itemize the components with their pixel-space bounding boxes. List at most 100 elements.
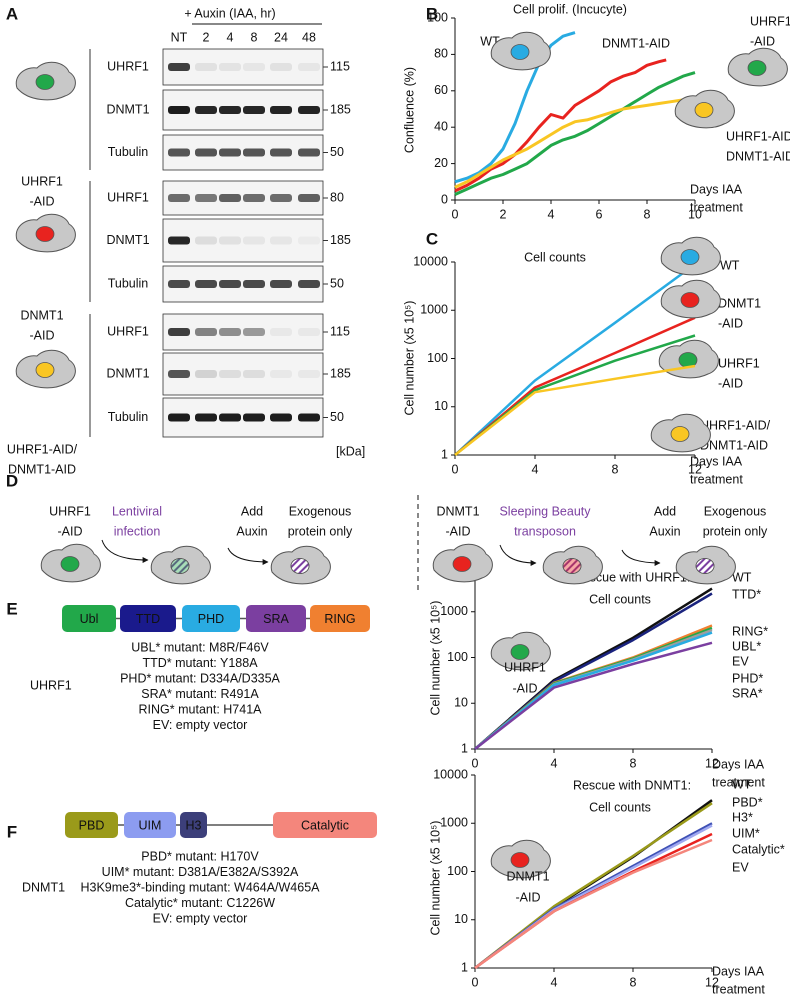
nucleus-hatch — [695, 558, 715, 574]
band — [195, 63, 217, 71]
mutant-note: TTD* mutant: Y188A — [142, 656, 258, 670]
series-label: EV — [732, 860, 749, 874]
size-label: 115 — [330, 324, 350, 338]
series-line — [454, 31, 576, 184]
nucleus-hatch — [170, 558, 190, 574]
domain — [182, 605, 240, 632]
cell-icon — [15, 213, 76, 253]
band — [298, 63, 320, 71]
band — [219, 328, 241, 336]
cell-icon — [270, 545, 331, 585]
cell-icon — [432, 543, 493, 583]
series-label: H3* — [732, 810, 753, 824]
y-tick-label: 60 — [434, 83, 448, 97]
band — [243, 280, 265, 288]
band — [168, 328, 190, 336]
band — [298, 328, 320, 336]
domain-label: UIM — [139, 818, 162, 832]
band — [168, 370, 190, 378]
cell-label: UHRF1 — [504, 660, 546, 674]
step-label: DNMT1 — [436, 504, 479, 518]
band — [270, 413, 292, 422]
band — [168, 106, 190, 114]
cell-label: -AID — [516, 890, 541, 904]
x-tick-label: 10 — [688, 207, 702, 221]
cell-icon — [675, 545, 736, 585]
x-axis-label: treatment — [690, 472, 743, 486]
step-label: Add — [241, 504, 263, 518]
cell-label: DNMT1-AID — [8, 462, 76, 476]
size-label: 50 — [330, 145, 344, 159]
y-tick-label: 1 — [441, 447, 448, 461]
nucleus — [35, 226, 55, 242]
band — [270, 236, 292, 245]
series-label: PHD* — [732, 671, 763, 685]
series-label: UBL* — [732, 639, 761, 653]
cell-icon — [542, 545, 603, 585]
lane-label: 48 — [302, 30, 316, 44]
cell-icon — [490, 839, 551, 879]
y-tick-label: 100 — [427, 351, 448, 365]
nucleus-hatch — [290, 558, 310, 574]
series-label: -AID — [718, 316, 743, 330]
series-label: DNMT1-AID — [726, 149, 790, 163]
series-label: EV — [732, 654, 749, 668]
x-tick-label: 4 — [551, 975, 558, 989]
step-label: Auxin — [236, 524, 267, 538]
x-axis-label: treatment — [712, 982, 765, 996]
y-axis-label: Cell number (x5 10⁵) — [428, 821, 442, 936]
cell-icon — [150, 545, 211, 585]
nucleus — [670, 426, 690, 442]
band — [243, 63, 265, 71]
domain — [310, 605, 370, 632]
series-label: PBD* — [732, 795, 763, 809]
y-tick-label: 1 — [461, 960, 468, 974]
mutant-note: UBL* mutant: M8R/F46V — [131, 640, 269, 654]
chart-title: Cell counts — [589, 800, 651, 814]
x-tick-label: 8 — [612, 462, 619, 476]
lane-label: 4 — [227, 30, 234, 44]
protein-name: UHRF1 — [30, 678, 72, 692]
band — [243, 236, 265, 245]
protein-label: DNMT1 — [106, 233, 149, 247]
band — [219, 106, 241, 114]
protein-name: DNMT1 — [22, 880, 65, 894]
series-label: TTD* — [732, 587, 761, 601]
mutant-note: SRA* mutant: R491A — [141, 687, 259, 701]
cell-label: -AID — [513, 681, 538, 695]
band — [219, 63, 241, 71]
series-label: DNMT1-AID — [602, 36, 670, 50]
series-line — [454, 364, 696, 456]
band — [219, 236, 241, 245]
series-line — [454, 71, 696, 196]
band — [219, 370, 241, 378]
y-tick-label: 20 — [434, 156, 448, 170]
domain — [246, 605, 306, 632]
y-tick-label: 100 — [427, 10, 448, 24]
series-line — [454, 98, 695, 189]
domain — [180, 812, 207, 838]
series-label: UHRF1-AID/ — [700, 418, 771, 432]
domain — [120, 605, 176, 632]
x-axis-label: treatment — [712, 775, 765, 789]
series-label: -AID — [750, 34, 775, 48]
x-tick-label: 12 — [688, 462, 702, 476]
lane-label: 8 — [251, 30, 258, 44]
y-tick-label: 40 — [434, 119, 448, 133]
step-label: Auxin — [649, 524, 680, 538]
band — [195, 236, 217, 245]
x-tick-label: 8 — [630, 756, 637, 770]
band — [298, 106, 320, 114]
series-label: RING* — [732, 624, 768, 638]
x-axis-label: Days IAA — [690, 454, 743, 468]
size-label: 185 — [330, 366, 351, 380]
series-label: Catalytic* — [732, 842, 785, 856]
arrow — [499, 544, 537, 566]
mutant-note: EV: empty vector — [153, 718, 248, 732]
cell-icon — [674, 89, 735, 129]
nucleus — [694, 102, 714, 118]
x-tick-label: 8 — [630, 975, 637, 989]
mutant-note: UIM* mutant: D381A/E382A/S392A — [102, 865, 299, 879]
nucleus — [452, 556, 472, 572]
domain-label: Ubl — [80, 612, 99, 626]
